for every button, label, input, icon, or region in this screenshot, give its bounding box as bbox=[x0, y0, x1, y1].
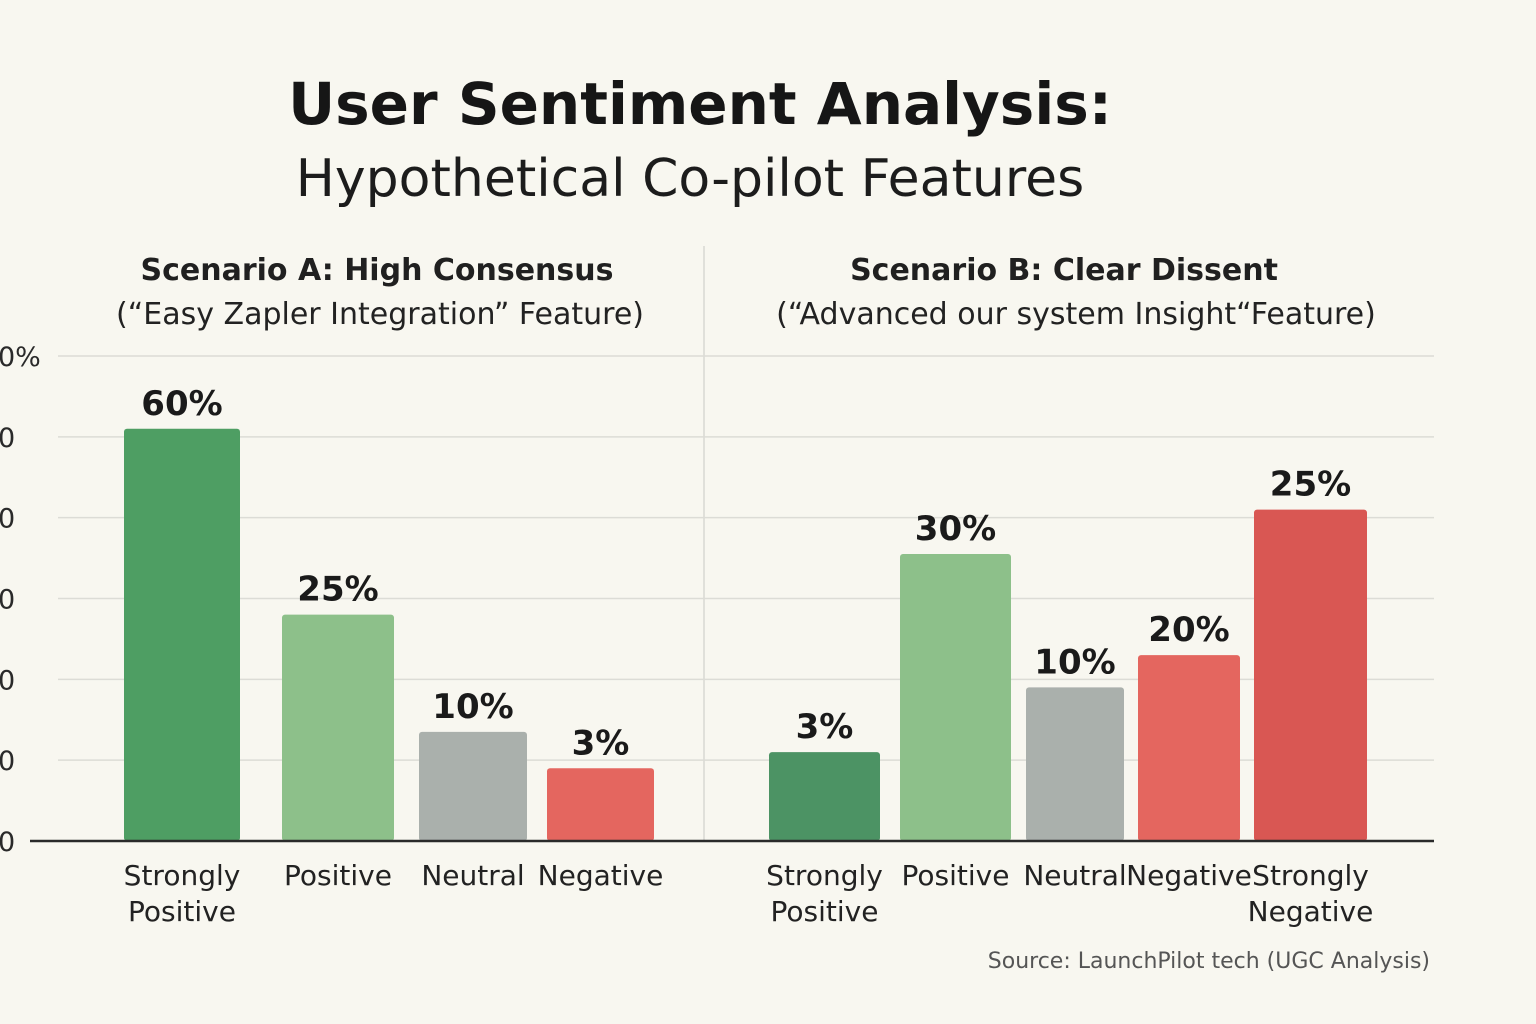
bar-b-3 bbox=[1138, 655, 1240, 841]
value-label: 25% bbox=[297, 570, 378, 610]
category-label: Strongly bbox=[766, 859, 883, 892]
y-tick-label: 0% bbox=[0, 342, 41, 373]
category-label: Strongly bbox=[1252, 859, 1369, 892]
bar-a-2 bbox=[419, 731, 527, 841]
category-label: Neutral bbox=[1023, 859, 1126, 892]
category-label: Positive bbox=[902, 859, 1010, 892]
value-label: 30% bbox=[915, 509, 996, 549]
bar-b-1 bbox=[900, 554, 1011, 841]
category-label: Neutral bbox=[421, 859, 524, 892]
y-tick-label: 0 bbox=[0, 423, 15, 454]
value-label: 3% bbox=[572, 723, 630, 763]
y-tick-label: 0 bbox=[0, 504, 15, 535]
value-label: 10% bbox=[432, 687, 513, 727]
panel-b-title: Scenario B: Clear Dissent bbox=[850, 253, 1278, 288]
bar-b-0 bbox=[769, 752, 880, 841]
panel-b-subtitle: (“Advanced our system Insight“Feature) bbox=[776, 297, 1376, 332]
value-labels: 60% 25% 10% 3% 3% 30% 10% 20% 25% bbox=[141, 384, 1351, 764]
bar-b-4 bbox=[1254, 509, 1367, 841]
y-tick-label: 0 bbox=[0, 585, 15, 616]
value-label: 20% bbox=[1148, 610, 1229, 650]
panel-a-title: Scenario A: High Consensus bbox=[141, 253, 614, 288]
chart-title: User Sentiment Analysis: bbox=[288, 70, 1112, 138]
y-tick-label: 0 bbox=[0, 665, 15, 696]
bar-b-2 bbox=[1026, 687, 1124, 841]
bar-a-0 bbox=[124, 428, 240, 841]
value-label: 3% bbox=[796, 707, 854, 747]
category-label: Strongly bbox=[124, 859, 241, 892]
category-label: Negative bbox=[1248, 895, 1374, 928]
chart-subtitle: Hypothetical Co-pilot Features bbox=[296, 149, 1084, 209]
category-label: Positive bbox=[771, 895, 879, 928]
source-note: Source: LaunchPilot tech (UGC Analysis) bbox=[988, 949, 1430, 974]
panel-a-subtitle: (“Easy Zapler Integration” Feature) bbox=[116, 297, 644, 332]
bar-a-1 bbox=[282, 614, 394, 841]
category-label: Positive bbox=[128, 895, 236, 928]
bars bbox=[124, 428, 1367, 841]
category-label: Negative bbox=[1126, 859, 1252, 892]
bar-a-3 bbox=[547, 768, 654, 841]
category-label: Positive bbox=[284, 859, 392, 892]
value-label: 25% bbox=[1270, 465, 1351, 505]
y-axis-ticks: 0% 0 0 0 0 0 0 bbox=[0, 342, 41, 858]
y-tick-label: 0 bbox=[0, 827, 15, 858]
category-label: Negative bbox=[538, 859, 664, 892]
value-label: 60% bbox=[141, 384, 222, 424]
y-tick-label: 0 bbox=[0, 746, 15, 777]
value-label: 10% bbox=[1034, 642, 1115, 682]
